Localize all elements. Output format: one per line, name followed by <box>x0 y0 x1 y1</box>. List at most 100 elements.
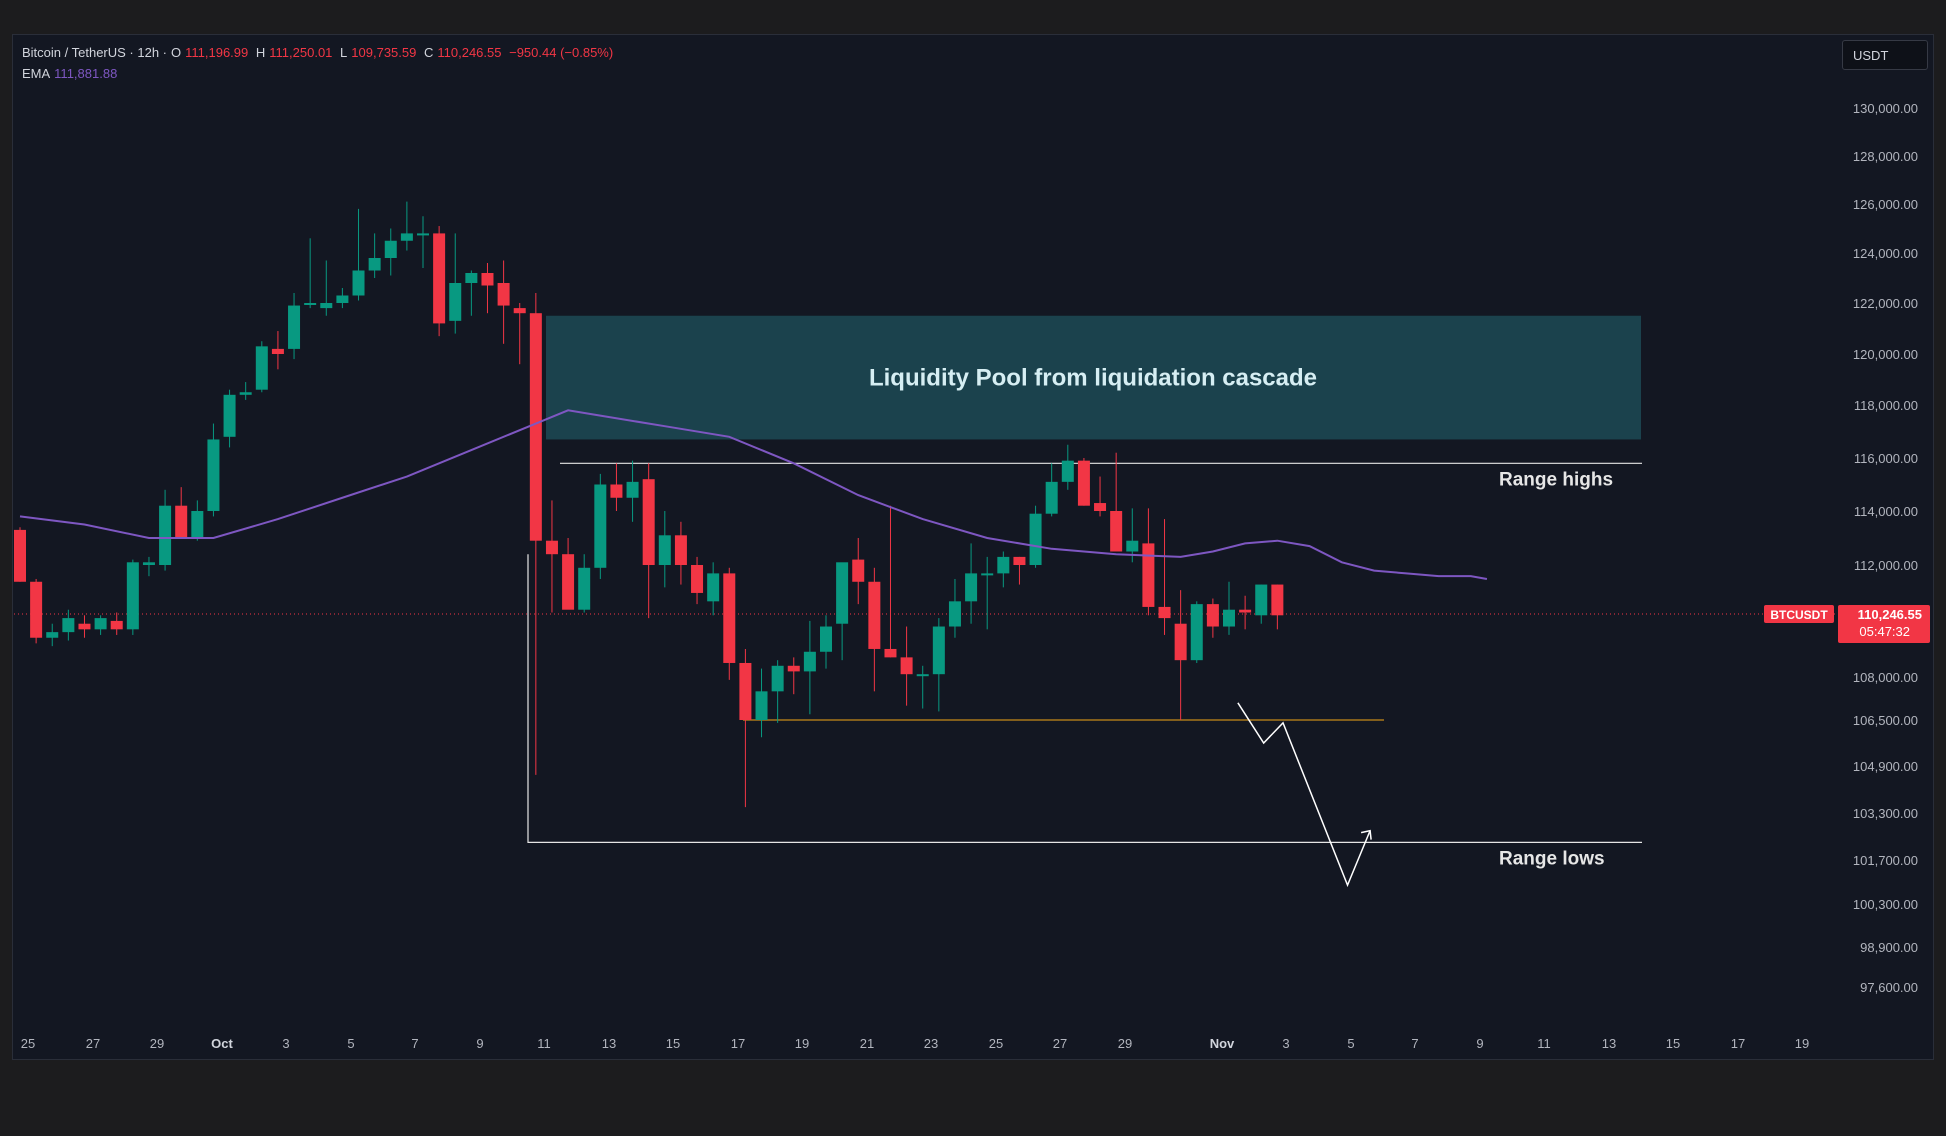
candle[interactable] <box>981 556 994 630</box>
candle[interactable] <box>110 612 123 635</box>
candle[interactable] <box>304 238 317 309</box>
ema-line[interactable] <box>19 409 1488 580</box>
candle[interactable] <box>562 538 575 610</box>
candle[interactable] <box>288 293 301 360</box>
candle[interactable] <box>836 562 849 661</box>
candle[interactable] <box>545 500 558 613</box>
candle[interactable] <box>658 511 671 588</box>
candle[interactable] <box>62 609 75 641</box>
candle-body <box>691 565 704 593</box>
candle[interactable] <box>1110 452 1123 552</box>
y-tick-label: 124,000.00 <box>1853 246 1918 261</box>
candle[interactable] <box>320 260 333 316</box>
candle[interactable] <box>1158 519 1171 635</box>
candle[interactable] <box>14 527 26 582</box>
candle[interactable] <box>529 293 542 775</box>
candle[interactable] <box>1142 508 1155 616</box>
chart-panel[interactable] <box>12 34 1934 1060</box>
candle[interactable] <box>1045 463 1058 517</box>
candle[interactable] <box>94 615 107 635</box>
candle[interactable] <box>1206 598 1219 638</box>
candle[interactable] <box>578 554 591 613</box>
candle[interactable] <box>900 626 913 706</box>
candle[interactable] <box>1126 508 1139 563</box>
candle[interactable] <box>1190 601 1203 663</box>
candle[interactable] <box>965 543 978 624</box>
candle[interactable] <box>417 216 429 268</box>
candle[interactable] <box>787 657 800 695</box>
candle[interactable] <box>642 463 655 619</box>
range-lows-line[interactable] <box>527 554 1642 843</box>
y-tick-label: 130,000.00 <box>1853 101 1918 116</box>
candle[interactable] <box>997 551 1010 588</box>
candle[interactable] <box>707 562 720 616</box>
candle[interactable] <box>1255 584 1268 624</box>
y-tick-label: 128,000.00 <box>1853 149 1918 164</box>
candle[interactable] <box>433 226 446 337</box>
candle[interactable] <box>674 521 687 585</box>
candle[interactable] <box>1174 590 1187 720</box>
symbol-label[interactable]: Bitcoin / TetherUS · 12h · <box>22 45 167 60</box>
candle[interactable] <box>239 382 252 400</box>
candle[interactable] <box>126 559 139 635</box>
candle[interactable] <box>884 505 897 658</box>
candle[interactable] <box>820 615 832 669</box>
candle[interactable] <box>1029 505 1042 568</box>
candle[interactable] <box>142 556 155 577</box>
candle-body <box>30 581 43 638</box>
candle[interactable] <box>368 233 381 278</box>
candle[interactable] <box>175 487 188 538</box>
candle[interactable] <box>223 389 236 448</box>
candle[interactable] <box>46 623 59 647</box>
candle[interactable] <box>868 567 881 692</box>
candle[interactable] <box>465 270 478 316</box>
candle[interactable] <box>932 618 945 712</box>
candle[interactable] <box>723 567 736 680</box>
projection-path[interactable] <box>1237 702 1371 888</box>
candle[interactable] <box>271 331 284 370</box>
price-tag[interactable]: BTCUSDT 110,246.55 05:47:32 <box>1764 605 1930 643</box>
candle[interactable] <box>255 341 268 393</box>
candle-body <box>852 559 865 582</box>
candle[interactable] <box>400 201 413 251</box>
candle[interactable] <box>1094 476 1107 517</box>
candle[interactable] <box>481 263 494 314</box>
candle[interactable] <box>1077 458 1090 506</box>
candle-body <box>1255 584 1268 616</box>
candle[interactable] <box>78 615 91 638</box>
candle[interactable] <box>739 648 752 808</box>
candle[interactable] <box>916 665 929 709</box>
candle[interactable] <box>755 668 768 738</box>
candle[interactable] <box>352 208 365 301</box>
candle[interactable] <box>30 578 43 644</box>
ema-legend[interactable]: EMA 111,881.88 <box>22 66 121 81</box>
candle[interactable] <box>594 473 607 579</box>
candle[interactable] <box>449 233 462 334</box>
candle[interactable] <box>1223 581 1235 635</box>
candle[interactable] <box>1013 556 1026 585</box>
candle[interactable] <box>626 460 639 522</box>
candle[interactable] <box>159 489 172 571</box>
candle[interactable] <box>852 538 865 605</box>
candle[interactable] <box>1271 584 1284 630</box>
candle[interactable] <box>948 578 961 638</box>
liquidity-pool-zone[interactable] <box>546 315 1641 440</box>
candle[interactable] <box>191 500 204 541</box>
candle[interactable] <box>497 260 510 344</box>
candle[interactable] <box>803 620 816 715</box>
candle[interactable] <box>610 463 623 511</box>
candle-body <box>626 481 639 498</box>
x-tick-label: 29 <box>150 1036 164 1051</box>
candle[interactable] <box>336 288 349 309</box>
candle-body <box>1190 604 1203 661</box>
candle[interactable] <box>384 228 397 276</box>
candle[interactable] <box>207 423 220 517</box>
candle[interactable] <box>691 556 704 605</box>
candle[interactable] <box>513 303 526 365</box>
candle[interactable] <box>771 660 784 723</box>
currency-button[interactable]: USDT <box>1842 40 1928 70</box>
candle[interactable] <box>1239 595 1252 630</box>
candle[interactable] <box>1061 444 1074 490</box>
candle-body <box>529 313 542 541</box>
